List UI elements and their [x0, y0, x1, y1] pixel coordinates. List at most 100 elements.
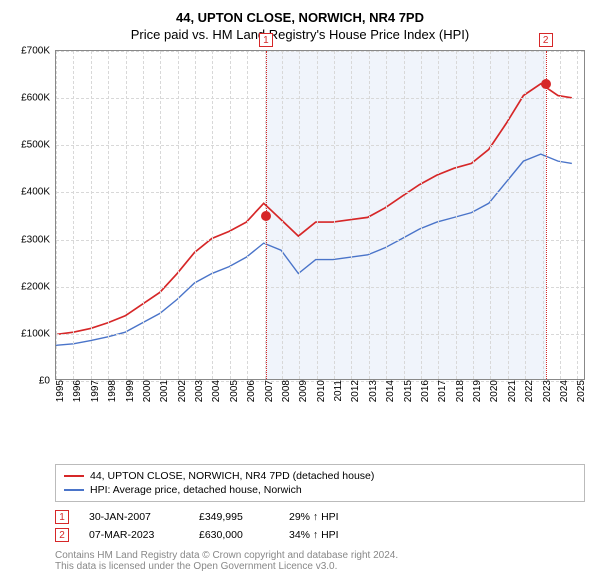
legend-swatch — [64, 475, 84, 477]
x-tick-label: 1996 — [72, 380, 83, 402]
gridline-v — [126, 51, 127, 379]
gridline-v — [212, 51, 213, 379]
legend-item: 44, UPTON CLOSE, NORWICH, NR4 7PD (detac… — [64, 469, 576, 483]
gridline-v — [577, 51, 578, 379]
y-tick-label: £0 — [39, 376, 50, 387]
chart-container: 44, UPTON CLOSE, NORWICH, NR4 7PD Price … — [10, 10, 590, 572]
x-tick-label: 2002 — [177, 380, 188, 402]
footer-line1: Contains HM Land Registry data © Crown c… — [55, 550, 590, 561]
x-tick-label: 1997 — [90, 380, 101, 402]
gridline-v — [456, 51, 457, 379]
gridline-v — [334, 51, 335, 379]
x-tick-label: 2003 — [194, 380, 205, 402]
x-axis: 1995 1996 1997 1998 1999 2000 2001 2002 2003 2004… — [55, 380, 585, 420]
sale-price: £349,995 — [199, 511, 269, 523]
legend-label: 44, UPTON CLOSE, NORWICH, NR4 7PD (detac… — [90, 470, 374, 482]
x-tick-label: 2014 — [385, 380, 396, 402]
x-tick-label: 2018 — [455, 380, 466, 402]
y-tick-label: £100K — [21, 328, 50, 339]
sale-vs-hpi: 29% ↑ HPI — [289, 511, 369, 523]
legend: 44, UPTON CLOSE, NORWICH, NR4 7PD (detac… — [55, 464, 585, 502]
x-tick-label: 2015 — [403, 380, 414, 402]
y-tick-label: £600K — [21, 93, 50, 104]
sale-point — [541, 79, 551, 89]
chart-subtitle: Price paid vs. HM Land Registry's House … — [10, 27, 590, 42]
gridline-v — [56, 51, 57, 379]
sale-row: 130-JAN-2007£349,99529% ↑ HPI — [55, 508, 585, 526]
gridline-h — [56, 240, 584, 241]
gridline-v — [299, 51, 300, 379]
x-tick-label: 2012 — [350, 380, 361, 402]
gridline-v — [195, 51, 196, 379]
gridline-v — [230, 51, 231, 379]
sale-row-badge: 2 — [55, 528, 69, 542]
gridline-h — [56, 145, 584, 146]
x-tick-label: 2008 — [281, 380, 292, 402]
gridline-v — [282, 51, 283, 379]
x-tick-label: 2020 — [489, 380, 500, 402]
gridline-v — [108, 51, 109, 379]
legend-label: HPI: Average price, detached house, Norw… — [90, 484, 302, 496]
x-tick-label: 2019 — [472, 380, 483, 402]
gridline-h — [56, 287, 584, 288]
x-tick-label: 2013 — [368, 380, 379, 402]
y-tick-label: £200K — [21, 281, 50, 292]
gridline-v — [404, 51, 405, 379]
gridline-v — [73, 51, 74, 379]
x-tick-label: 2007 — [264, 380, 275, 402]
sale-point — [261, 211, 271, 221]
sale-marker-badge: 2 — [539, 33, 553, 47]
x-tick-label: 2024 — [559, 380, 570, 402]
gridline-h — [56, 51, 584, 52]
x-tick-label: 2021 — [507, 380, 518, 402]
gridline-v — [160, 51, 161, 379]
x-tick-label: 2010 — [316, 380, 327, 402]
gridline-v — [560, 51, 561, 379]
gridline-v — [421, 51, 422, 379]
gridline-v — [490, 51, 491, 379]
sale-price: £630,000 — [199, 529, 269, 541]
gridline-v — [525, 51, 526, 379]
x-tick-label: 2000 — [142, 380, 153, 402]
gridline-v — [317, 51, 318, 379]
y-axis: £0£100K£200K£300K£400K£500K£600K£700K — [11, 51, 53, 379]
gridline-h — [56, 192, 584, 193]
gridline-v — [473, 51, 474, 379]
x-tick-label: 2025 — [576, 380, 587, 402]
x-tick-label: 2022 — [524, 380, 535, 402]
x-tick-label: 2006 — [246, 380, 257, 402]
gridline-v — [351, 51, 352, 379]
x-tick-label: 1995 — [55, 380, 66, 402]
x-tick-label: 2011 — [333, 380, 344, 402]
x-tick-label: 2023 — [542, 380, 553, 402]
gridline-h — [56, 334, 584, 335]
gridline-v — [386, 51, 387, 379]
y-tick-label: £700K — [21, 46, 50, 57]
sale-vs-hpi: 34% ↑ HPI — [289, 529, 369, 541]
series-line — [56, 84, 572, 335]
y-tick-label: £500K — [21, 140, 50, 151]
chart-title: 44, UPTON CLOSE, NORWICH, NR4 7PD — [10, 10, 590, 25]
y-tick-label: £400K — [21, 187, 50, 198]
gridline-v — [438, 51, 439, 379]
x-tick-label: 1998 — [107, 380, 118, 402]
gridline-v — [543, 51, 544, 379]
x-tick-label: 2001 — [159, 380, 170, 402]
x-tick-label: 1999 — [125, 380, 136, 402]
legend-item: HPI: Average price, detached house, Norw… — [64, 483, 576, 497]
x-tick-label: 2016 — [420, 380, 431, 402]
gridline-v — [508, 51, 509, 379]
line-svg — [56, 51, 584, 379]
sale-marker-badge: 1 — [259, 33, 273, 47]
y-tick-label: £300K — [21, 234, 50, 245]
series-line — [56, 154, 572, 345]
gridline-v — [143, 51, 144, 379]
sale-row: 2 07-MAR-2023 £630,000 34% ↑ HPI — [55, 526, 585, 544]
x-tick-label: 2005 — [229, 380, 240, 402]
sales-table: 130-JAN-2007£349,99529% ↑ HPI207-MAR-202… — [55, 508, 585, 544]
x-tick-label: 2004 — [211, 380, 222, 402]
sale-date: 30-JAN-2007 — [89, 511, 179, 523]
gridline-h — [56, 98, 584, 99]
sale-date: 07-MAR-2023 — [89, 529, 179, 541]
gridline-v — [369, 51, 370, 379]
